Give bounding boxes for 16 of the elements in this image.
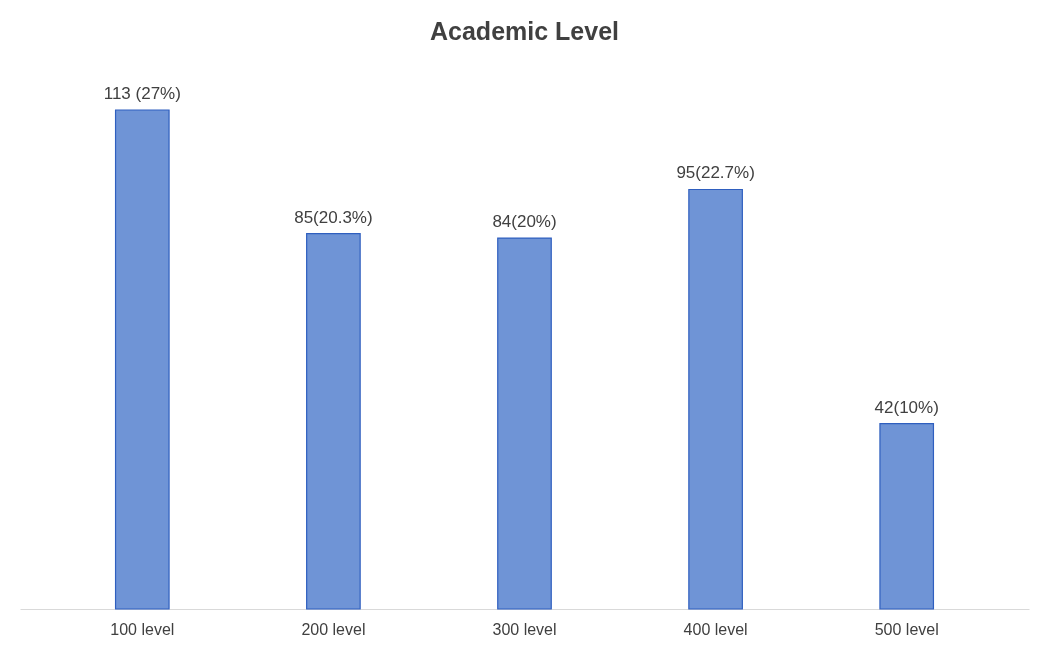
chart-title: Academic Level — [430, 17, 619, 45]
bar — [879, 422, 935, 610]
bar — [114, 109, 170, 610]
bar — [688, 188, 743, 610]
x-tick-label: 300 level — [492, 620, 557, 638]
x-tick-label: 100 level — [110, 620, 175, 638]
x-tick-label: 200 level — [301, 620, 366, 638]
x-tick-label: 400 level — [683, 620, 748, 638]
bar — [306, 233, 361, 610]
x-tick-label: 500 level — [874, 620, 939, 638]
data-label: 85(20.3%) — [294, 207, 373, 227]
data-label: 42(10%) — [874, 397, 939, 417]
data-label: 84(20%) — [492, 212, 557, 232]
data-label: 95(22.7%) — [676, 163, 755, 183]
data-label: 113 (27%) — [103, 84, 181, 103]
bar — [497, 237, 552, 610]
